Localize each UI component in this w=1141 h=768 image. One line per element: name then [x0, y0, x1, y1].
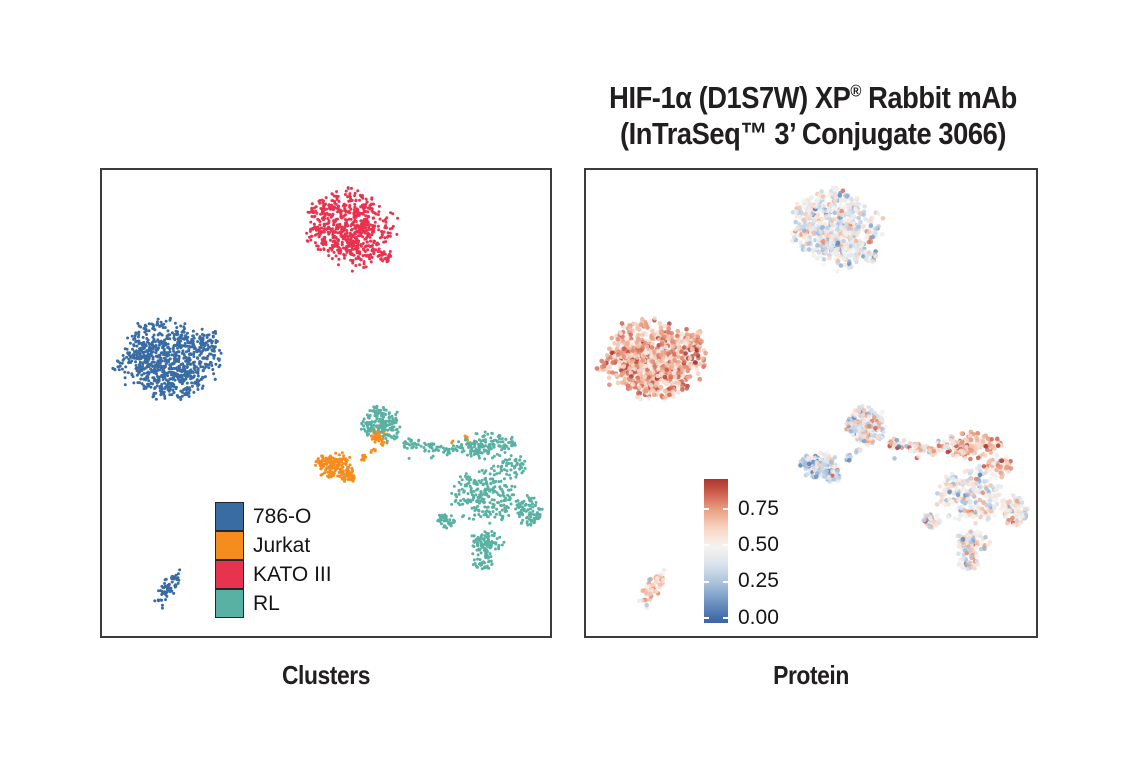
legend-label-rl: RL	[253, 592, 280, 615]
colorbar-tick	[723, 544, 728, 546]
figure-title: HIF-1α (D1S7W) XP® Rabbit mAb (InTraSeq™…	[589, 80, 1038, 152]
legend-swatch-rl	[215, 588, 244, 618]
legend-row-kato-iii: KATO III	[215, 559, 332, 589]
legend-label-786-0: 786-O	[253, 505, 312, 528]
title-antibody-name: HIF-1α (D1S7W) XP	[609, 80, 851, 115]
legend-label-kato-iii: KATO III	[253, 563, 332, 586]
clusters-scatter	[111, 186, 544, 610]
colorbar-label-0-50: 0.50	[738, 533, 779, 556]
legend-row-rl: RL	[215, 588, 332, 618]
protein-colorbar: 0.75 0.50 0.25 0.00	[704, 479, 779, 629]
registered-trademark-symbol: ®	[850, 81, 862, 101]
legend-row-786-0: 786-O	[215, 502, 332, 531]
protein-plot-panel: 0.75 0.50 0.25 0.00	[584, 168, 1038, 638]
figure-title-line2: (InTraSeq™ 3’ Conjugate 3066)	[620, 116, 1006, 151]
colorbar-gradient	[704, 479, 728, 623]
colorbar-tick	[704, 581, 709, 583]
colorbar-tick	[723, 617, 728, 619]
colorbar-label-0-75: 0.75	[738, 497, 779, 520]
colorbar-label-0-25: 0.25	[738, 569, 779, 592]
legend-row-jurkat: Jurkat	[215, 530, 332, 560]
protein-scatter	[594, 185, 1031, 611]
legend-label-jurkat: Jurkat	[253, 534, 311, 557]
colorbar-tick	[704, 508, 709, 510]
colorbar-tick	[704, 617, 709, 619]
legend-swatch-kato-iii	[215, 559, 244, 589]
cluster-legend: 786-O Jurkat KATO III RL	[215, 502, 332, 618]
legend-swatch-786-0	[215, 502, 244, 531]
clusters-plot-panel: 786-O Jurkat KATO III RL	[100, 168, 552, 638]
colorbar-label-0-00: 0.00	[738, 606, 779, 629]
figure-title-line1: HIF-1α (D1S7W) XP® Rabbit mAb	[589, 80, 1038, 116]
protein-caption: Protein	[773, 660, 849, 690]
title-antibody-suffix: Rabbit mAb	[861, 80, 1017, 115]
colorbar-tick	[723, 508, 728, 510]
colorbar-tick	[723, 581, 728, 583]
colorbar-tick	[704, 544, 709, 546]
legend-swatch-jurkat	[215, 530, 244, 560]
clusters-caption: Clusters	[281, 660, 371, 690]
